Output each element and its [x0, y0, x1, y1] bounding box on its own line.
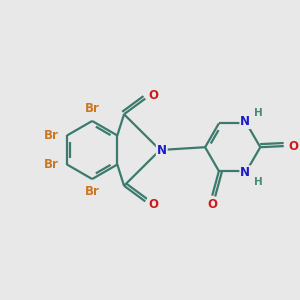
Text: Br: Br [85, 185, 100, 198]
Text: Br: Br [44, 158, 59, 171]
Text: O: O [288, 140, 298, 153]
Text: O: O [148, 89, 158, 102]
Text: N: N [157, 143, 167, 157]
Text: O: O [148, 198, 158, 211]
Text: Br: Br [85, 102, 100, 115]
Text: N: N [240, 115, 250, 128]
Text: H: H [254, 108, 263, 118]
Text: N: N [240, 166, 250, 179]
Text: O: O [207, 198, 217, 211]
Text: Br: Br [44, 129, 59, 142]
Text: H: H [254, 177, 263, 187]
